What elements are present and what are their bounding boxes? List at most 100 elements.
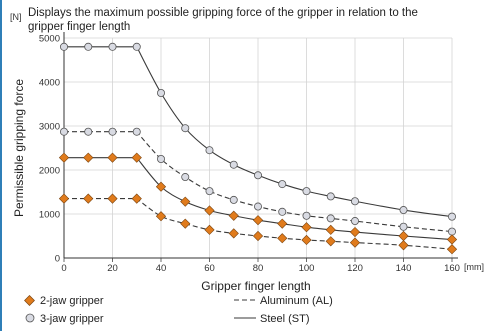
x-tick-label: 140	[396, 263, 412, 274]
data-point-3-jaw-AL	[278, 207, 287, 216]
data-point-2-jaw-ST	[58, 152, 70, 163]
data-point-3-jaw-ST	[302, 187, 311, 196]
data-point-2-jaw-AL	[58, 193, 70, 204]
data-point-3-jaw-AL	[181, 173, 190, 182]
axes	[63, 32, 458, 259]
y-tick-label: 3000	[39, 122, 60, 133]
data-point-3-jaw-ST	[60, 42, 69, 51]
legend-item-aluminum: Aluminum (AL)	[234, 295, 333, 307]
data-point-2-jaw-ST	[301, 222, 312, 233]
legend-circle-marker	[25, 313, 35, 323]
data-point-3-jaw-ST	[447, 212, 456, 221]
chart-title-line-1: Displays the maximum possible gripping f…	[28, 7, 418, 19]
chart-title-line-2: gripper finger length	[28, 21, 130, 33]
legend-item-steel: Steel (ST)	[234, 313, 310, 325]
data-point-2-jaw-ST	[325, 224, 336, 235]
data-point-2-jaw-AL	[83, 193, 94, 204]
data-point-2-jaw-ST	[398, 230, 409, 242]
data-point-3-jaw-ST	[229, 160, 238, 169]
legend-label-3-jaw: 3-jaw gripper	[40, 313, 104, 325]
data-point-2-jaw-AL	[325, 236, 336, 247]
data-point-3-jaw-AL	[253, 202, 262, 211]
data-point-3-jaw-ST	[278, 180, 287, 189]
data-point-2-jaw-ST	[228, 210, 239, 221]
data-point-2-jaw-AL	[155, 211, 167, 222]
data-point-2-jaw-ST	[204, 205, 215, 216]
y-axis-label: Permissible gripping force	[12, 79, 26, 217]
x-tick-label: 40	[156, 263, 167, 274]
data-point-3-jaw-ST	[253, 171, 262, 180]
data-point-2-jaw-ST	[252, 215, 264, 226]
data-point-3-jaw-AL	[229, 195, 238, 204]
data-point-2-jaw-AL	[131, 193, 142, 204]
data-point-2-jaw-AL	[349, 237, 361, 248]
data-point-2-jaw-ST	[180, 196, 191, 207]
x-tick-label: 20	[107, 263, 118, 274]
data-point-2-jaw-AL	[398, 240, 409, 251]
data-point-2-jaw-AL	[446, 244, 458, 255]
legend-diamond-marker	[24, 295, 35, 306]
data-point-3-jaw-AL	[108, 127, 117, 136]
data-point-3-jaw-ST	[350, 197, 359, 206]
y-tick-label: 2000	[39, 166, 60, 177]
legend-label-aluminum: Aluminum (AL)	[260, 295, 333, 307]
legend-item-3-jaw: 3-jaw gripper	[25, 313, 104, 325]
x-tick-label: 60	[204, 263, 215, 274]
data-point-3-jaw-AL	[447, 227, 456, 236]
data-point-3-jaw-AL	[84, 127, 93, 136]
data-point-3-jaw-AL	[60, 127, 69, 136]
series-points	[58, 42, 458, 255]
data-point-2-jaw-AL	[252, 230, 264, 242]
data-point-2-jaw-ST	[107, 152, 118, 163]
data-point-3-jaw-ST	[156, 89, 165, 98]
data-point-3-jaw-ST	[132, 42, 141, 51]
data-point-3-jaw-AL	[132, 127, 141, 136]
data-point-2-jaw-ST	[155, 181, 167, 192]
legend-label-2-jaw: 2-jaw gripper	[40, 295, 104, 307]
x-tick-label: 120	[347, 263, 363, 274]
series-line-3-jaw-AL	[64, 131, 453, 233]
data-point-2-jaw-AL	[301, 234, 312, 246]
data-point-2-jaw-AL	[107, 193, 118, 204]
data-point-3-jaw-AL	[205, 187, 214, 196]
y-tick-label: 1000	[39, 210, 60, 221]
x-tick-label: 160	[444, 263, 460, 274]
x-tick-label: 80	[253, 263, 264, 274]
x-tick-label: 0	[61, 263, 66, 274]
x-axis-label: Gripper finger length	[201, 279, 310, 293]
data-point-3-jaw-ST	[181, 124, 190, 133]
legend: 2-jaw gripper 3-jaw gripper Aluminum (AL…	[24, 295, 333, 325]
y-tick-label: 0	[55, 254, 60, 265]
data-point-2-jaw-ST	[131, 152, 142, 163]
data-point-2-jaw-ST	[83, 152, 94, 163]
data-point-3-jaw-AL	[399, 222, 408, 231]
data-point-3-jaw-AL	[302, 211, 311, 220]
data-point-3-jaw-AL	[156, 154, 165, 163]
data-point-2-jaw-AL	[228, 228, 239, 239]
data-point-2-jaw-AL	[180, 218, 191, 229]
data-point-3-jaw-ST	[205, 146, 214, 155]
y-tick-label: 5000	[39, 34, 60, 45]
data-point-3-jaw-ST	[108, 42, 117, 51]
x-unit-label: [mm]	[464, 262, 484, 272]
data-point-2-jaw-ST	[277, 218, 288, 229]
legend-item-2-jaw: 2-jaw gripper	[24, 295, 104, 307]
data-point-2-jaw-AL	[277, 233, 288, 244]
y-unit-label: [N]	[10, 12, 22, 22]
data-point-3-jaw-ST	[399, 206, 408, 215]
x-ticks: 0 20 40 60 80 100 120 140 160	[61, 258, 460, 274]
data-point-3-jaw-AL	[350, 217, 359, 226]
data-point-3-jaw-ST	[84, 42, 93, 51]
data-point-2-jaw-ST	[349, 226, 361, 238]
data-point-2-jaw-AL	[204, 224, 215, 235]
legend-label-steel: Steel (ST)	[260, 313, 310, 325]
x-tick-label: 100	[299, 263, 315, 274]
data-point-2-jaw-ST	[446, 234, 458, 245]
grid	[64, 37, 453, 259]
y-tick-label: 4000	[39, 78, 60, 89]
data-point-3-jaw-AL	[326, 214, 335, 223]
data-point-3-jaw-ST	[326, 192, 335, 201]
y-ticks: 0 1000 2000 3000 4000 5000	[39, 34, 60, 265]
